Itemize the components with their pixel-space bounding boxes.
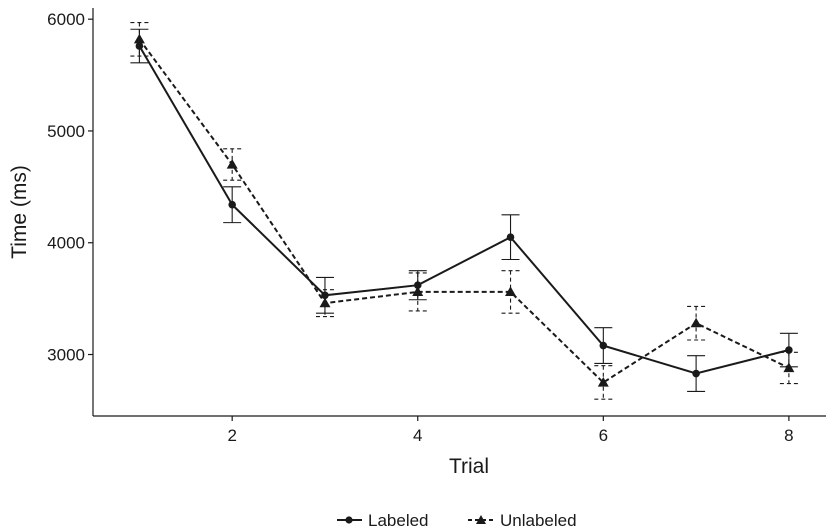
data-point-unlabeled bbox=[690, 317, 702, 328]
data-point-labeled bbox=[692, 369, 700, 378]
error-bars bbox=[130, 21, 798, 400]
y-tick-label: 3000 bbox=[47, 346, 85, 365]
x-tick-label: 2 bbox=[227, 426, 236, 445]
data-point-unlabeled bbox=[505, 286, 516, 296]
data-point-unlabeled bbox=[319, 297, 331, 308]
series-line-unlabeled bbox=[138, 38, 790, 384]
data-point-unlabeled bbox=[412, 286, 424, 296]
legend-marker-unlabeled bbox=[476, 515, 486, 524]
x-tick-label: 4 bbox=[413, 426, 422, 445]
data-point-labeled bbox=[506, 233, 515, 241]
legend-label-unlabeled: Unlabeled bbox=[500, 511, 577, 530]
series-markers bbox=[133, 33, 795, 387]
axes bbox=[92, 8, 826, 417]
y-tick-label: 4000 bbox=[47, 234, 85, 253]
x-tick-label: 6 bbox=[599, 426, 608, 445]
legend-marker-labeled bbox=[345, 516, 353, 524]
data-point-unlabeled bbox=[783, 362, 795, 373]
data-point-unlabeled bbox=[226, 159, 238, 169]
y-tick-label: 6000 bbox=[47, 10, 85, 29]
ticks: 3000 4000 5000 6000 2 4 6 8 bbox=[47, 10, 793, 445]
error-bar-unlabeled bbox=[408, 272, 427, 312]
series-lines bbox=[138, 38, 790, 384]
data-point-unlabeled bbox=[133, 33, 145, 44]
x-tick-label: 8 bbox=[784, 426, 793, 445]
data-point-labeled bbox=[413, 281, 422, 290]
data-point-labeled bbox=[228, 200, 236, 209]
x-axis-label: Trial bbox=[449, 455, 489, 478]
legend-label-labeled: Labeled bbox=[368, 511, 429, 530]
legend: Labeled Unlabeled bbox=[337, 511, 577, 530]
y-tick-label: 5000 bbox=[47, 122, 85, 141]
data-point-labeled bbox=[321, 291, 329, 300]
series-line-labeled bbox=[138, 45, 790, 375]
data-point-labeled bbox=[135, 42, 144, 50]
data-point-labeled bbox=[785, 346, 793, 354]
data-point-unlabeled bbox=[597, 377, 609, 387]
y-axis-label: Time (ms) bbox=[8, 165, 31, 259]
data-point-labeled bbox=[599, 341, 608, 350]
